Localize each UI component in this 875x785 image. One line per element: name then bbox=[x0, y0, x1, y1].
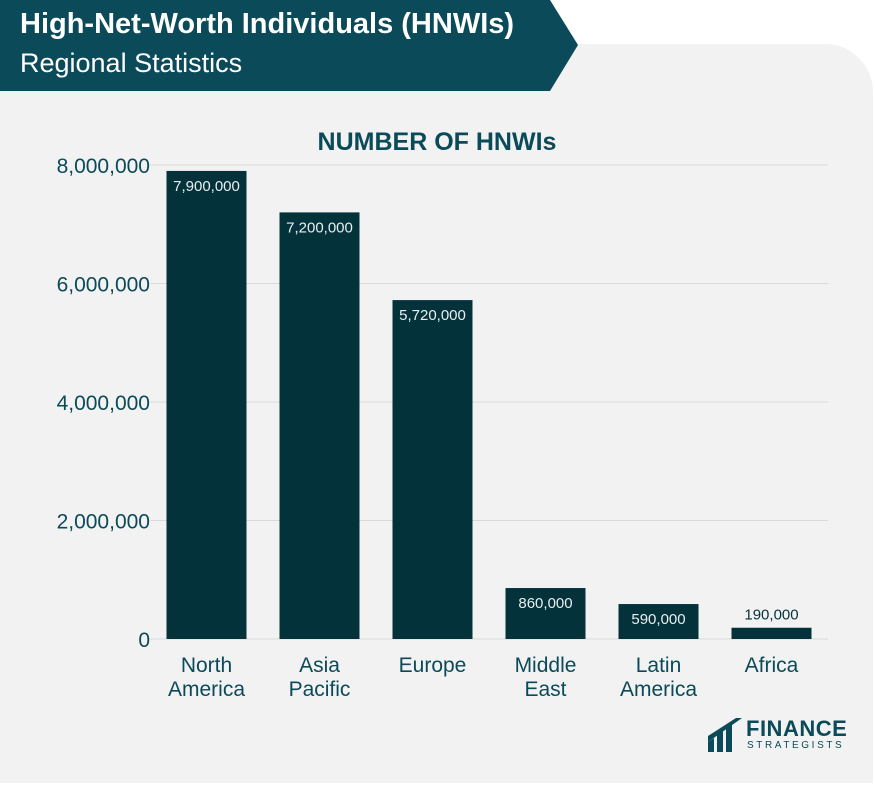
x-tick-label: Pacific bbox=[289, 678, 351, 701]
banner-title: High-Net-Worth Individuals (HNWIs) bbox=[20, 8, 515, 40]
x-tick-label: Europe bbox=[399, 654, 467, 677]
x-tick-label: Latin bbox=[636, 654, 682, 677]
x-tick-label: America bbox=[168, 678, 245, 701]
x-tick-label: Africa bbox=[745, 654, 799, 677]
bars bbox=[166, 170, 812, 640]
y-tick-label: 0 bbox=[138, 629, 150, 652]
bar bbox=[505, 588, 586, 639]
x-tick-label: America bbox=[620, 678, 697, 701]
bar bbox=[166, 170, 247, 640]
y-tick-label: 2,000,000 bbox=[57, 511, 150, 534]
header-banner: High-Net-Worth Individuals (HNWIs) Regio… bbox=[0, 0, 578, 91]
finance-strategists-logo-icon bbox=[708, 718, 742, 752]
x-tick-label: Asia bbox=[299, 654, 340, 677]
data-labels: 7,900,000 7,200,000 5,720,000 860,000 590,00… bbox=[173, 178, 798, 628]
y-tick-label: 8,000,000 bbox=[57, 155, 150, 178]
x-tick-label: East bbox=[524, 678, 566, 701]
bar bbox=[618, 604, 699, 639]
logo-tagline: STRATEGISTS bbox=[747, 740, 845, 751]
y-tick-label: 4,000,000 bbox=[57, 392, 150, 415]
finance-strategists-logo: FINANCE STRATEGISTS bbox=[706, 716, 848, 754]
bar bbox=[279, 212, 360, 639]
x-tick-label: Middle bbox=[515, 654, 577, 677]
banner-subtitle: Regional Statistics bbox=[20, 48, 243, 78]
data-label: 5,720,000 bbox=[399, 307, 466, 324]
chart-title: NUMBER OF HNWIs bbox=[318, 128, 557, 156]
bar bbox=[392, 300, 473, 639]
x-tick-label: North bbox=[181, 654, 232, 677]
data-label: 590,000 bbox=[631, 611, 685, 628]
logo-wordmark: FINANCE bbox=[746, 716, 848, 741]
data-label: 7,900,000 bbox=[173, 178, 240, 195]
y-tick-label: 6,000,000 bbox=[57, 274, 150, 297]
y-axis-ticks: 0 2,000,000 4,000,000 6,000,000 8,000,000 bbox=[57, 155, 150, 652]
data-label: 7,200,000 bbox=[286, 219, 353, 236]
data-label: 190,000 bbox=[744, 607, 798, 624]
data-label: 860,000 bbox=[518, 595, 572, 612]
banner-shape bbox=[0, 0, 578, 91]
gridlines bbox=[150, 164, 828, 640]
bar bbox=[731, 627, 812, 639]
